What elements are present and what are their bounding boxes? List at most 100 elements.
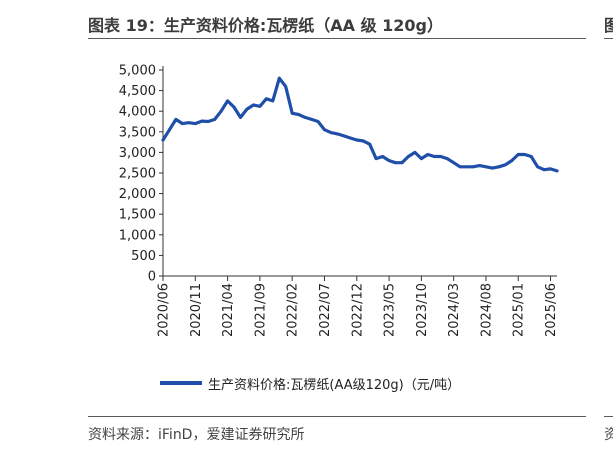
series-group [161,76,559,173]
data-point [336,132,339,136]
data-point [465,165,468,169]
data-point [491,166,494,170]
data-point [497,165,501,169]
data-point [452,161,456,165]
x-tick-label: 2023/05 [383,283,398,337]
data-point [529,155,533,158]
source-note: 资料来源：iFinD，爱建证券研究所 [88,427,305,443]
data-point [258,104,262,108]
y-tick-label: 4,500 [119,84,156,99]
x-tick-label: 2021/04 [221,283,236,337]
data-point [413,151,417,154]
x-axis: 2020/06 2020/11 2021/04 2021/09 2022/02 2022/… [157,275,559,337]
data-point [271,99,275,103]
y-tick-label: 2,500 [119,167,156,182]
data-point [426,153,430,156]
data-point [193,122,197,125]
data-point [387,159,391,163]
data-point [206,120,210,123]
x-tick-label: 2020/11 [189,283,204,337]
data-point [181,122,184,125]
data-point [523,153,527,156]
data-point [232,105,236,109]
data-point [361,139,365,143]
data-point [348,136,352,140]
data-point [420,157,423,161]
data-point [432,155,436,158]
data-point [174,118,178,121]
data-point [226,99,230,103]
y-tick-label: 4,000 [119,105,156,120]
data-point [407,155,410,158]
data-point [549,167,552,171]
x-tick-label: 2025/06 [544,283,559,337]
data-point [329,131,333,135]
y-tick-label: 3,000 [119,146,156,161]
data-point [219,109,223,113]
legend: 生产资料价格:瓦楞纸(AA级120g)（元/吨） [160,372,460,394]
footer-rule [88,416,586,417]
data-point [161,138,165,142]
data-point [555,169,559,173]
data-point [187,121,191,125]
x-tick-label: 2020/06 [157,283,172,337]
y-tick-label: 5,000 [119,64,156,79]
data-point [536,165,539,169]
data-point [310,118,313,121]
data-point [316,120,320,123]
data-point [478,164,481,168]
data-point [439,155,443,158]
x-tick-label: 2022/07 [318,283,333,337]
data-point [200,119,204,123]
data-point [297,113,300,116]
x-tick-label: 2022/12 [350,283,365,337]
data-point [284,85,288,88]
legend-label: 生产资料价格:瓦楞纸(AA级120g)（元/吨） [208,377,461,393]
x-tick-label: 2024/03 [447,283,462,337]
data-point [323,128,326,132]
data-point [381,155,384,158]
data-point [400,161,404,165]
x-tick-label: 2022/02 [286,283,301,337]
data-point [252,103,255,107]
data-point [290,111,294,115]
adjacent-title-rule [604,38,613,39]
data-point [213,118,217,121]
data-point [374,157,378,161]
data-point [303,116,307,119]
adjacent-chart-title-fragment: 图 [604,16,613,35]
data-point [542,168,546,172]
adjacent-source-fragment: 资 [604,427,613,443]
data-point [245,107,249,111]
x-tick-label: 2024/08 [479,283,494,337]
data-point [368,142,372,146]
data-point [342,134,346,138]
y-tick-label: 500 [131,249,156,264]
chart-title: 图表 19：生产资料价格:瓦楞纸（AA 级 120g） [88,16,443,35]
data-point [471,165,475,169]
data-point [277,76,281,80]
y-tick-label: 3,500 [119,125,156,140]
data-point [516,153,520,156]
data-point [445,157,449,161]
y-tick-label: 2,000 [119,187,156,202]
x-tick-label: 2023/10 [415,283,430,337]
x-tick-label: 2021/09 [253,283,268,337]
legend-swatch [160,381,202,385]
data-point [484,165,488,169]
adjacent-footer-rule [604,416,613,417]
y-tick-label: 0 [148,270,156,285]
data-point [458,165,462,169]
x-tick-label: 2025/01 [512,283,527,337]
y-axis: 0 500 1,000 1,500 2,000 2,500 3,000 3,500 4,000 4… [119,64,164,285]
data-point [510,159,514,163]
y-tick-label: 1,000 [119,228,156,243]
y-tick-label: 1,500 [119,208,156,223]
title-bar: 图表 19：生产资料价格:瓦楞纸（AA 级 120g） [88,10,586,39]
data-point [503,163,507,167]
data-point [239,116,242,119]
series-line-0 [161,76,559,173]
data-point [264,97,268,101]
data-point [168,128,171,132]
